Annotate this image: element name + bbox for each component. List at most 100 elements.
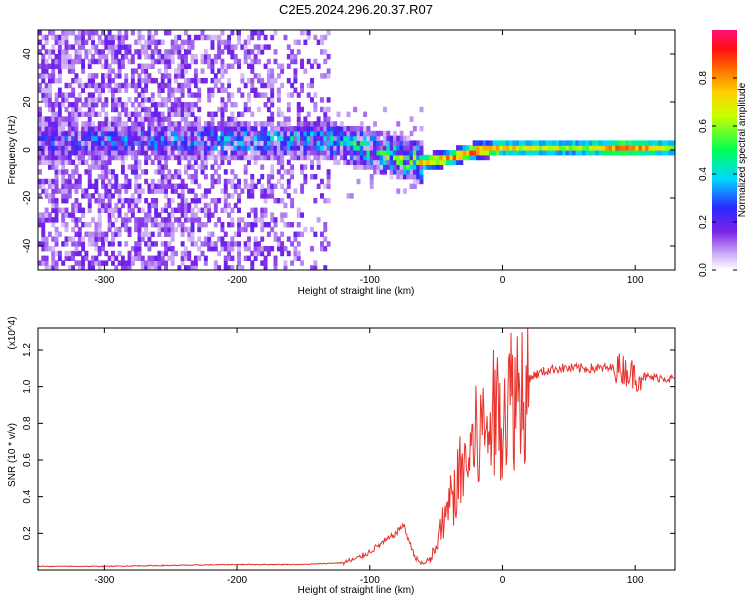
spectrogram-cell	[273, 58, 278, 65]
spectrogram-cell	[190, 150, 195, 156]
spectrogram-cell	[293, 87, 298, 93]
spectrogram-cell	[323, 135, 328, 141]
spectrogram-cell	[110, 49, 115, 55]
spectrogram-cell	[44, 217, 49, 223]
spectrogram-cell	[38, 154, 42, 161]
x-tick-label: 100	[627, 275, 644, 286]
spectrogram-cell	[582, 145, 587, 151]
spectrogram-cell	[137, 150, 142, 156]
spectrogram-cell	[197, 226, 202, 233]
spectrogram-cell	[177, 121, 182, 127]
spectrogram-cell	[558, 145, 563, 151]
spectrogram-cell	[618, 140, 623, 146]
spectrogram-xlabel: Height of straight line (km)	[298, 286, 415, 297]
spectrogram-cell	[104, 159, 109, 165]
spectrogram-cell	[366, 159, 371, 165]
spectrogram-cell	[41, 92, 46, 98]
spectrogram-cell	[223, 145, 228, 151]
spectrogram-cell	[81, 241, 86, 247]
spectrogram-cell	[87, 130, 92, 137]
spectrogram-cell	[320, 126, 324, 132]
spectrogram-cell	[87, 202, 92, 209]
spectrogram-cell	[67, 30, 72, 36]
spectrogram-cell	[47, 217, 52, 223]
spectrogram-cell	[193, 58, 198, 65]
spectrogram-cell	[150, 111, 155, 117]
spectrogram-cell	[54, 212, 59, 218]
spectrogram-cell	[505, 150, 510, 156]
spectrogram-cell	[183, 255, 188, 261]
spectrogram-cell	[329, 126, 334, 132]
spectrogram-cell	[47, 87, 52, 93]
spectrogram-cell	[77, 231, 82, 237]
spectrogram-cell	[41, 135, 46, 141]
spectrogram-cell	[127, 250, 132, 257]
spectrogram-cell	[645, 150, 650, 156]
spectrogram-cell	[247, 236, 251, 242]
spectrogram-cell	[51, 102, 56, 108]
spectrogram-cell	[422, 159, 427, 165]
spectrogram-cell	[253, 150, 258, 156]
spectrogram-cell	[94, 49, 99, 55]
spectrogram-cell	[150, 130, 155, 137]
spectrogram-cell	[316, 63, 321, 69]
spectrogram-cell	[180, 241, 185, 247]
spectrogram-cell	[227, 39, 232, 45]
spectrogram-cell	[276, 169, 281, 175]
spectrogram-cell	[386, 140, 391, 146]
spectrogram-cell	[183, 63, 188, 69]
spectrogram-cell	[333, 159, 338, 165]
spectrogram-cell	[359, 126, 364, 132]
spectrogram-cell	[562, 140, 567, 146]
spectrogram-cell	[117, 231, 122, 237]
spectrogram-cell	[64, 145, 69, 151]
spectrogram-cell	[97, 121, 102, 127]
spectrogram-cell	[266, 250, 271, 257]
spectrogram-cell	[64, 212, 69, 218]
spectrogram-cell	[276, 145, 281, 151]
spectrogram-cell	[416, 178, 421, 185]
spectrogram-cell	[333, 140, 338, 146]
spectrogram-cell	[67, 265, 72, 270]
spectrogram-cell	[144, 78, 149, 84]
spectrogram-cell	[290, 260, 295, 266]
spectrogram-cell	[237, 121, 241, 127]
spectrogram-cell	[177, 150, 182, 156]
spectrogram-cell	[197, 135, 202, 141]
spectrogram-cell	[469, 154, 474, 161]
spectrogram-cell	[558, 140, 563, 146]
spectrogram-cell	[346, 130, 351, 137]
spectrogram-cell	[585, 145, 590, 151]
spectrogram-cell	[396, 135, 401, 141]
spectrogram-cell	[495, 150, 500, 156]
spectrogram-cell	[54, 159, 59, 165]
spectrogram-cell	[137, 34, 142, 41]
spectrogram-cell	[137, 164, 142, 170]
spectrogram-cell	[183, 58, 188, 65]
spectrogram-cell	[253, 126, 258, 132]
spectrogram-cell	[270, 87, 275, 93]
spectrogram-cell	[552, 145, 557, 151]
spectrogram-cell	[316, 116, 321, 122]
spectrogram-cell	[81, 82, 86, 89]
spectrogram-cell	[94, 255, 99, 261]
spectrogram-cell	[260, 207, 265, 213]
spectrogram-cell	[180, 111, 185, 117]
spectrogram-cell	[217, 236, 222, 242]
spectrogram-cell	[598, 140, 603, 146]
spectrogram-cell	[233, 174, 238, 180]
spectrogram-cell	[144, 82, 149, 89]
spectrogram-cell	[256, 250, 261, 257]
spectrogram-cell	[386, 150, 391, 156]
spectrogram-cell	[250, 140, 255, 146]
spectrogram-cell	[157, 130, 162, 137]
spectrogram-cell	[376, 145, 381, 151]
spectrogram-cell	[81, 145, 86, 151]
spectrogram-cell	[525, 140, 530, 146]
spectrogram-cell	[61, 217, 66, 223]
spectrogram-cell	[61, 39, 66, 45]
spectrogram-cell	[71, 116, 76, 122]
spectrogram-cell	[256, 49, 261, 55]
spectrogram-cell	[104, 231, 109, 237]
spectrogram-cell	[502, 145, 507, 151]
